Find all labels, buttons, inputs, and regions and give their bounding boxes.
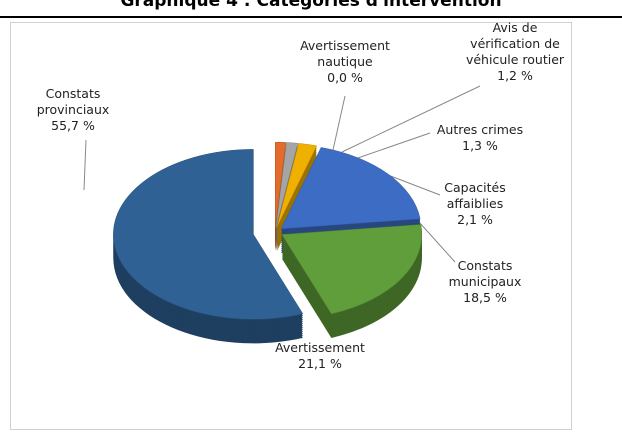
value-label: 1,2 % <box>497 68 533 83</box>
category-label: Avis de vérification de véhicule routier <box>465 20 565 67</box>
slice-label: Constats municipaux 18,5 % <box>430 258 540 306</box>
pie-slice <box>281 224 423 315</box>
chart-frame <box>10 22 572 430</box>
category-label: Constats municipaux <box>448 258 522 289</box>
category-label: Autres crimes <box>436 122 524 137</box>
value-label: 55,7 % <box>51 118 95 133</box>
value-label: 18,5 % <box>463 290 507 305</box>
title-rule <box>0 16 622 18</box>
category-label: Avertissement <box>275 340 365 355</box>
slice-side <box>276 149 317 234</box>
value-label: 2,1 % <box>457 212 493 227</box>
category-label: Constats provinciaux <box>36 86 110 117</box>
chart-title: Graphique 4 : Catégories d'intervention <box>120 0 502 11</box>
pie-slice <box>275 142 299 228</box>
value-label: 21,1 % <box>298 356 342 371</box>
category-label: Avertissement nautique <box>300 38 390 69</box>
slice-label: Constats provinciaux 55,7 % <box>8 86 138 134</box>
pie-slice <box>276 143 318 228</box>
slice-side <box>276 151 317 236</box>
slice-label: Avertissement 21,1 % <box>255 340 385 372</box>
pie-slice <box>280 147 421 230</box>
value-label: 0,0 % <box>327 70 363 85</box>
leader-lines <box>83 85 481 263</box>
slice-label: Capacités affaiblies 2,1 % <box>420 180 530 228</box>
value-label: 1,3 % <box>462 138 498 153</box>
pie-slice <box>275 141 287 228</box>
slice-label: Autres crimes 1,3 % <box>430 122 530 154</box>
slice-side <box>275 144 298 230</box>
category-label: Capacités affaiblies <box>444 180 506 211</box>
slice-side <box>276 153 317 238</box>
slice-label: Avis de vérification de véhicule routier… <box>460 20 570 84</box>
pie-slice <box>113 149 304 320</box>
slice-side <box>276 147 317 232</box>
slice-label: Avertissement nautique 0,0 % <box>280 38 410 86</box>
